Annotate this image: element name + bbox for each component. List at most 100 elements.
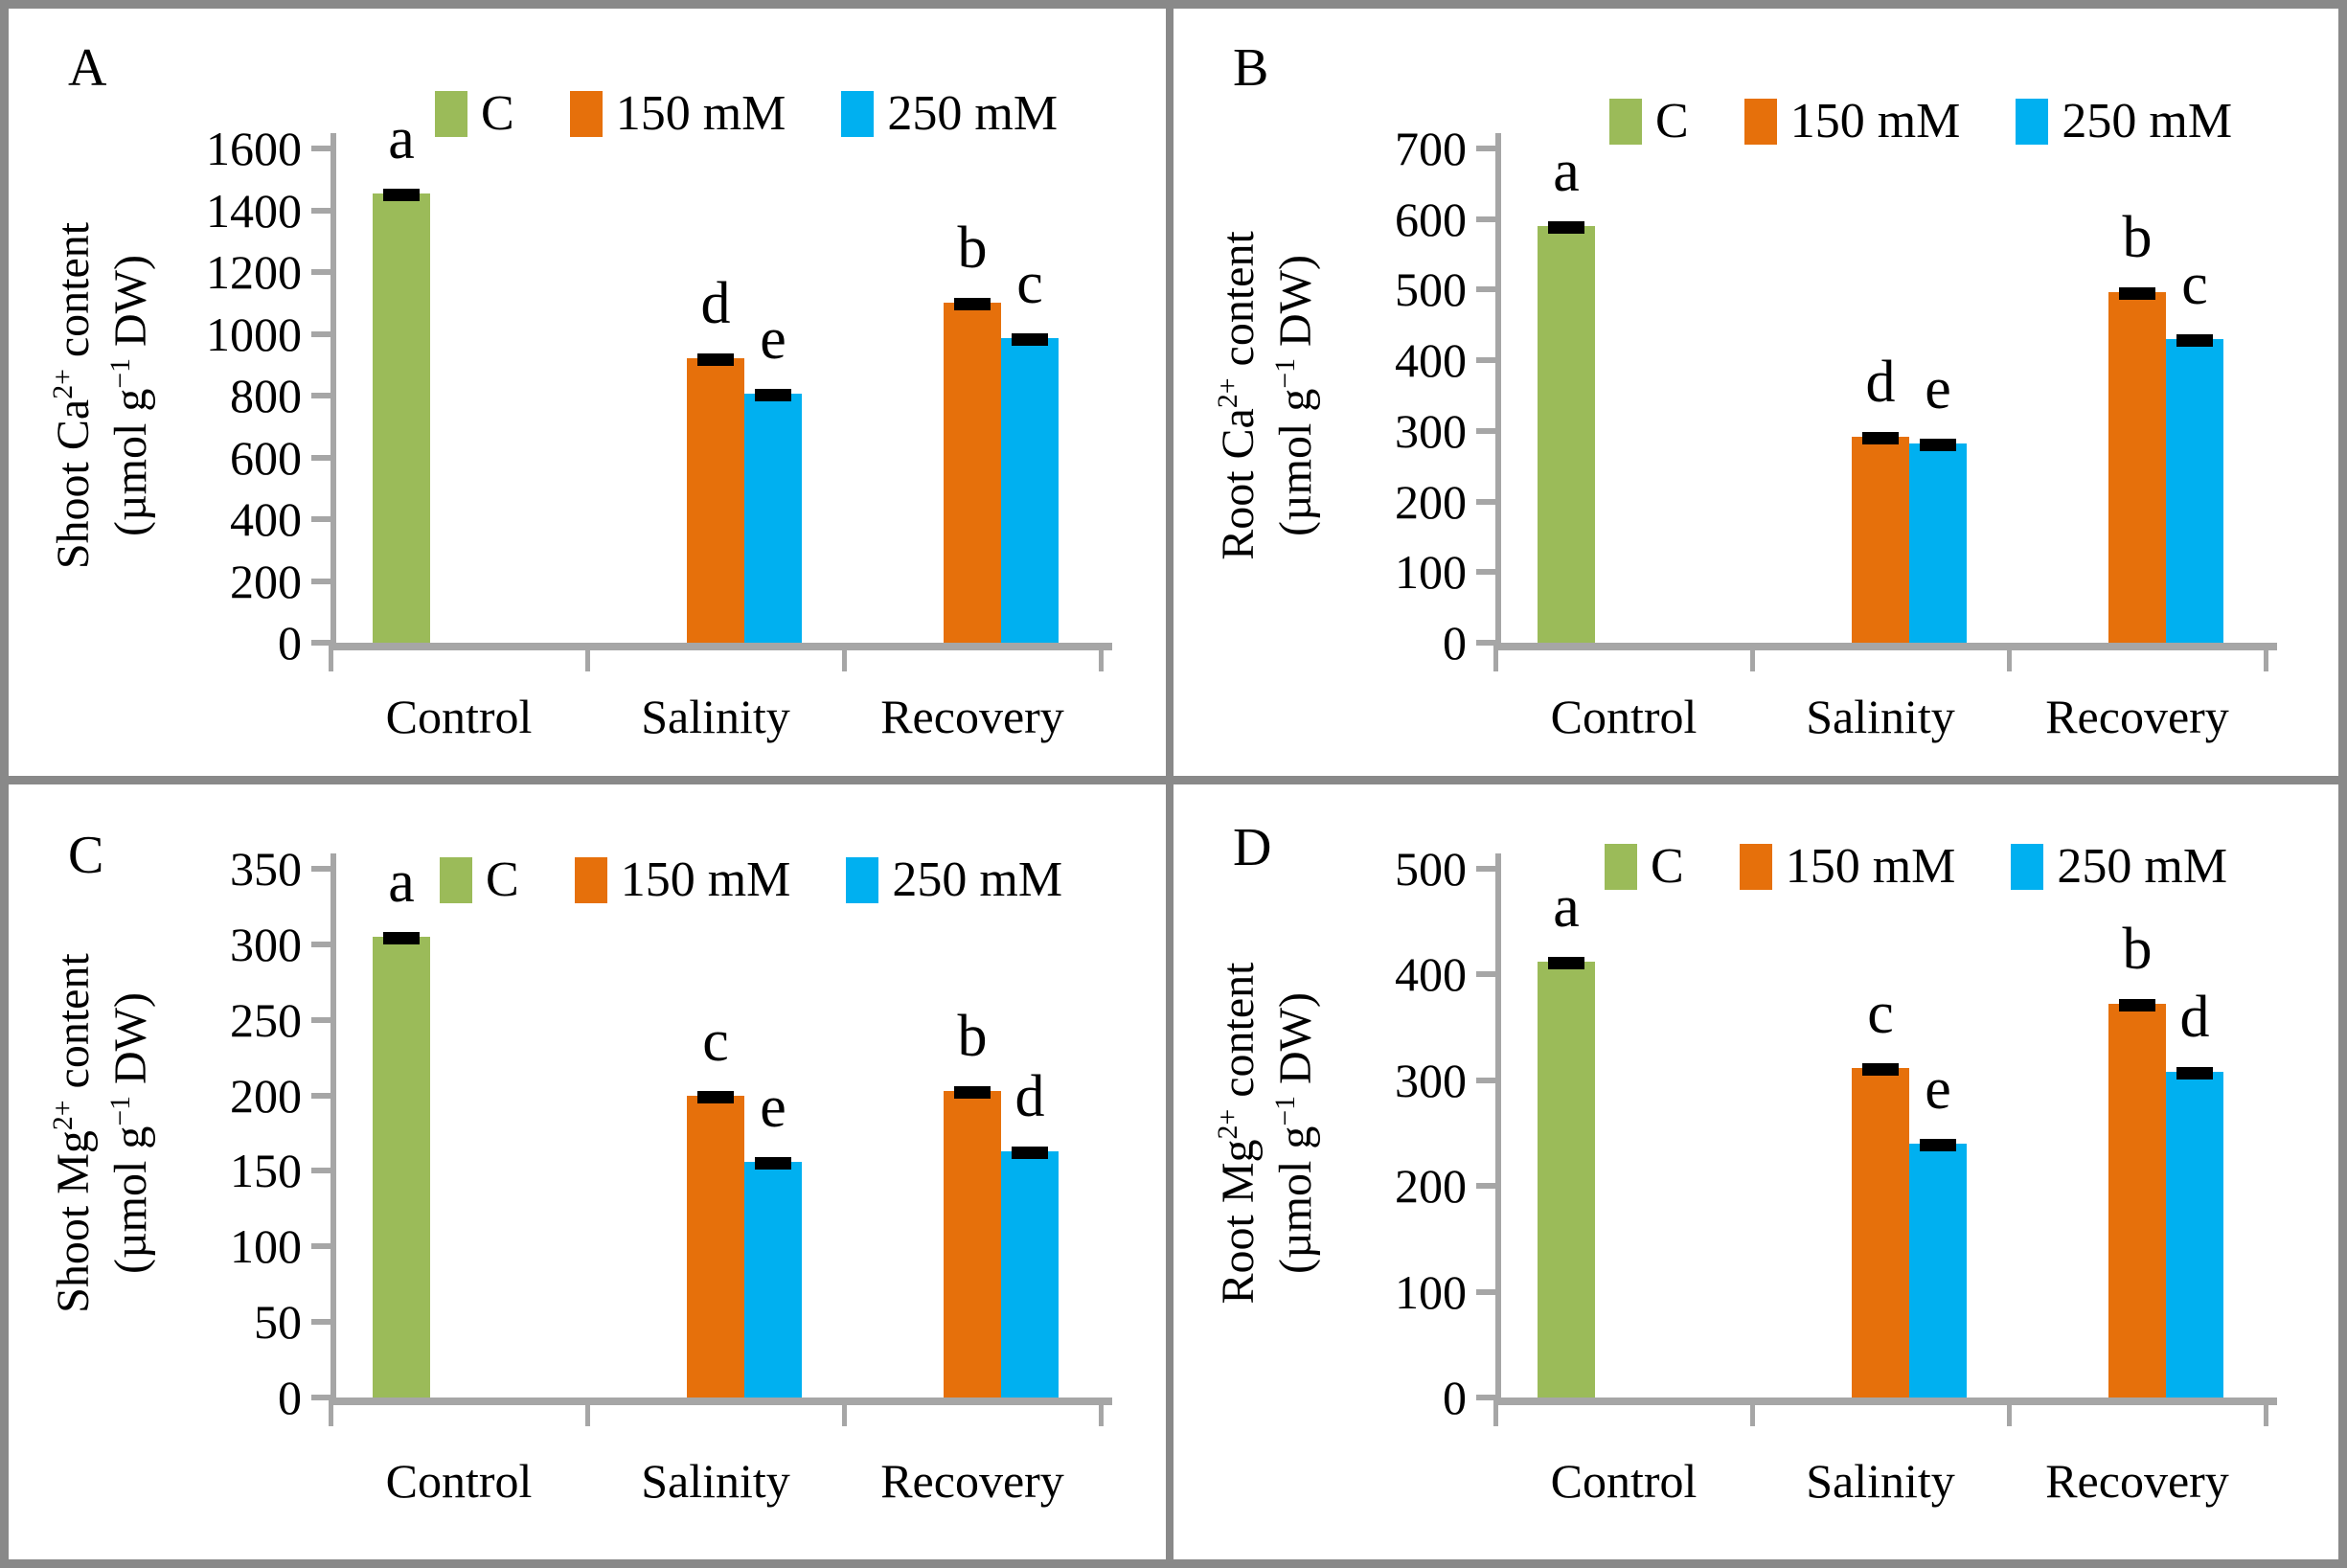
legend-swatch-icon	[841, 91, 875, 137]
y-axis-tick	[311, 330, 330, 337]
x-axis-category-label: Control	[385, 690, 533, 743]
y-axis-tick	[311, 866, 330, 872]
legend: C 150 mM 250 mM	[1605, 842, 2227, 892]
legend-item-c: C	[1605, 842, 1684, 892]
error-bar-cap	[954, 298, 991, 311]
y-axis-tick-label: 350	[230, 842, 302, 896]
bar-150-mm-salinity	[1852, 1067, 1909, 1398]
error-bar-cap	[2119, 999, 2155, 1012]
x-axis-tick	[329, 650, 333, 671]
x-axis-tick	[585, 1405, 590, 1426]
bar-250-mm-recovery	[1001, 1150, 1059, 1398]
y-axis-tick-label: 100	[1395, 1264, 1467, 1319]
x-axis-category-label: Salinity	[641, 690, 790, 743]
bar-150-mm-salinity	[687, 358, 744, 643]
y-axis-tick-label: 200	[1395, 1159, 1467, 1214]
legend-label: C	[486, 852, 519, 907]
y-axis-tick	[311, 578, 330, 584]
legend-item-c: C	[1609, 97, 1689, 147]
x-axis-category-label: Control	[1550, 1454, 1698, 1508]
bar-c-control	[373, 193, 430, 643]
legend: C 150 mM 250 mM	[440, 855, 1062, 905]
panel-letter-d: D	[1233, 818, 1272, 877]
x-axis-tick	[2007, 650, 2012, 671]
y-axis-tick-label: 0	[278, 616, 302, 670]
x-axis-tick	[842, 650, 847, 671]
legend-label: 250 mM	[887, 86, 1059, 141]
bar-250-mm-salinity	[744, 1161, 802, 1398]
y-axis-tick	[1476, 216, 1495, 222]
y-axis-tick	[1476, 640, 1495, 646]
y-axis-tick	[311, 454, 330, 461]
significance-letter: d	[2179, 984, 2210, 1050]
significance-letter: c	[702, 1008, 729, 1074]
error-bar-cap	[755, 1156, 791, 1170]
y-axis-tick-label: 1600	[206, 122, 302, 175]
panel-b-root-ca: B C 150 mM 250 mM Root Ca2+ content (µmol g−1…	[1174, 9, 2338, 784]
legend-swatch-icon	[846, 857, 879, 903]
error-bar-cap	[1920, 1139, 1956, 1152]
x-axis-category-label: Recovery	[880, 1454, 1064, 1508]
legend-item-c: C	[440, 855, 519, 905]
significance-letter: a	[1553, 139, 1580, 205]
y-axis-tick	[311, 207, 330, 214]
y-axis-tick	[1476, 498, 1495, 505]
legend-label: 150 mM	[1789, 94, 1961, 148]
y-axis-tick	[311, 1092, 330, 1099]
significance-letter: b	[957, 1003, 988, 1069]
legend-item-250-mm: 250 mM	[846, 855, 1062, 905]
legend-label: 250 mM	[2062, 94, 2233, 148]
x-axis-tick	[1750, 650, 1755, 671]
error-bar-cap	[697, 1090, 734, 1103]
y-axis-tick-label: 400	[230, 492, 302, 546]
error-bar-cap	[755, 389, 791, 402]
y-axis-tick	[311, 516, 330, 522]
x-axis-tick	[585, 650, 590, 671]
error-bar-cap	[1862, 431, 1899, 444]
x-axis-category-label: Recovery	[880, 690, 1064, 743]
error-bar-cap	[1548, 957, 1584, 970]
y-axis-tick	[1476, 971, 1495, 978]
legend: C 150 mM 250 mM	[435, 89, 1058, 139]
legend-swatch-icon	[2011, 844, 2044, 890]
bar-c-control	[1538, 226, 1595, 643]
x-axis-line	[1493, 643, 2277, 650]
significance-letter: b	[2122, 204, 2153, 270]
y-axis-line	[330, 853, 336, 1398]
legend-swatch-icon	[1605, 844, 1637, 890]
bar-150-mm-salinity	[687, 1095, 744, 1398]
y-axis-tick-label: 600	[230, 430, 302, 485]
y-axis-tick	[1476, 427, 1495, 434]
x-axis-tick	[1099, 1405, 1104, 1426]
x-axis-line	[329, 643, 1112, 650]
x-axis-category-label: Recovery	[2045, 1454, 2229, 1508]
x-axis-tick	[1493, 1405, 1498, 1426]
y-axis-tick	[1476, 1077, 1495, 1083]
legend-swatch-icon	[569, 91, 603, 137]
significance-letter: a	[388, 105, 415, 171]
legend-swatch-icon	[440, 857, 472, 903]
y-axis-tick-label: 400	[1395, 947, 1467, 1002]
y-axis-tick	[311, 1016, 330, 1023]
bar-250-mm-salinity	[1909, 1144, 1967, 1398]
y-axis-tick-label: 1400	[206, 183, 302, 238]
panel-letter-b: B	[1233, 38, 1269, 98]
legend-item-150-mm: 150 mM	[569, 86, 786, 141]
legend-item-150-mm: 150 mM	[574, 852, 791, 907]
bar-150-mm-salinity	[1852, 436, 1909, 643]
x-axis-category-label: Recovery	[2045, 690, 2229, 743]
legend-swatch-icon	[435, 91, 467, 137]
bar-150-mm-recovery	[944, 1090, 1001, 1398]
bar-150-mm-recovery	[2108, 1004, 2166, 1398]
y-axis-tick-label: 500	[1395, 842, 1467, 896]
x-axis-category-label: Control	[385, 1454, 533, 1508]
legend-item-250-mm: 250 mM	[2016, 97, 2232, 147]
x-axis-category-label: Control	[1550, 690, 1698, 743]
y-axis-tick-label: 600	[1395, 192, 1467, 246]
legend-label: 250 mM	[892, 852, 1063, 907]
x-axis-tick	[1099, 650, 1104, 671]
panel-letter-c: C	[68, 826, 104, 885]
legend-label: 150 mM	[620, 852, 791, 907]
legend-label: 150 mM	[615, 86, 786, 141]
bar-c-control	[373, 936, 430, 1398]
